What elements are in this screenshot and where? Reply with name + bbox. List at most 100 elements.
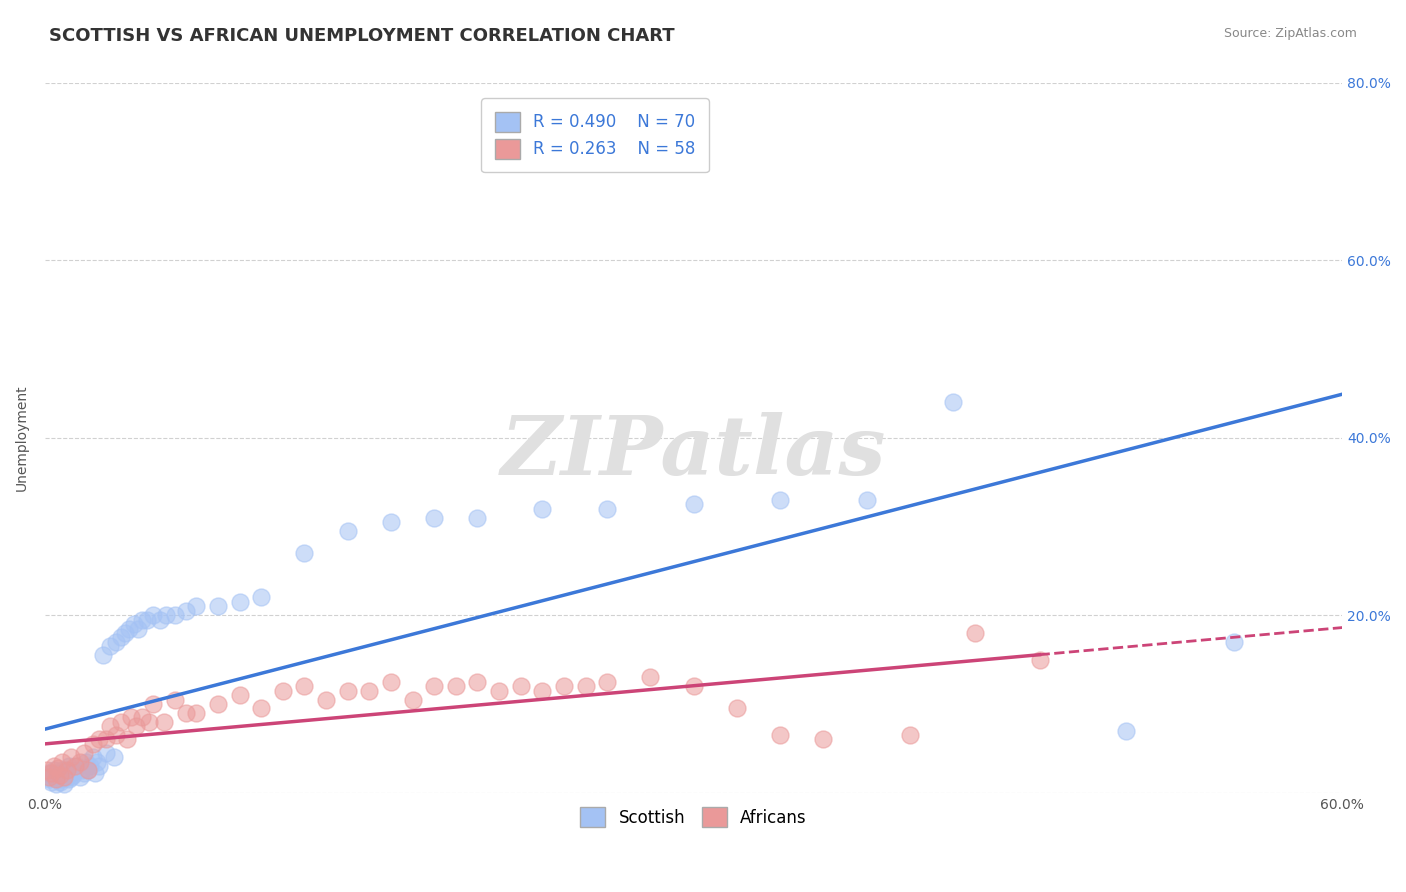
- Point: [82, 750, 104, 764]
- Point: [488, 683, 510, 698]
- Point: [77, 764, 100, 778]
- Point: [813, 732, 835, 747]
- Point: [62, 768, 84, 782]
- Point: [70, 764, 93, 778]
- Point: [174, 604, 197, 618]
- Point: [898, 728, 921, 742]
- Point: [444, 679, 467, 693]
- Point: [58, 772, 80, 787]
- Point: [38, 770, 60, 784]
- Point: [115, 732, 138, 747]
- Point: [45, 772, 67, 787]
- Point: [41, 768, 63, 782]
- Point: [725, 701, 748, 715]
- Point: [65, 764, 87, 778]
- Point: [94, 732, 117, 747]
- Point: [105, 635, 128, 649]
- Point: [531, 501, 554, 516]
- Point: [682, 497, 704, 511]
- Text: SCOTTISH VS AFRICAN UNEMPLOYMENT CORRELATION CHART: SCOTTISH VS AFRICAN UNEMPLOYMENT CORRELA…: [49, 27, 675, 45]
- Point: [174, 706, 197, 720]
- Point: [640, 670, 662, 684]
- Point: [98, 719, 121, 733]
- Point: [69, 770, 91, 784]
- Point: [122, 617, 145, 632]
- Point: [207, 599, 229, 614]
- Point: [42, 759, 65, 773]
- Point: [1223, 635, 1246, 649]
- Point: [110, 631, 132, 645]
- Point: [73, 746, 96, 760]
- Point: [855, 492, 877, 507]
- Point: [38, 766, 60, 780]
- Point: [58, 759, 80, 773]
- Point: [49, 775, 72, 789]
- Point: [596, 501, 619, 516]
- Point: [37, 770, 59, 784]
- Point: [135, 613, 157, 627]
- Point: [46, 772, 69, 787]
- Point: [380, 674, 402, 689]
- Point: [37, 764, 59, 778]
- Point: [509, 679, 531, 693]
- Point: [769, 728, 792, 742]
- Point: [93, 648, 115, 662]
- Point: [250, 591, 273, 605]
- Point: [531, 683, 554, 698]
- Point: [682, 679, 704, 693]
- Point: [120, 710, 142, 724]
- Point: [41, 766, 63, 780]
- Point: [336, 683, 359, 698]
- Point: [380, 515, 402, 529]
- Text: Source: ZipAtlas.com: Source: ZipAtlas.com: [1223, 27, 1357, 40]
- Point: [75, 755, 97, 769]
- Point: [148, 613, 170, 627]
- Point: [1028, 652, 1050, 666]
- Point: [53, 777, 76, 791]
- Point: [127, 622, 149, 636]
- Point: [155, 608, 177, 623]
- Point: [51, 764, 73, 778]
- Point: [271, 683, 294, 698]
- Point: [131, 710, 153, 724]
- Legend: Scottish, Africans: Scottish, Africans: [574, 800, 814, 834]
- Point: [250, 701, 273, 715]
- Point: [45, 770, 67, 784]
- Point: [294, 679, 316, 693]
- Point: [66, 759, 89, 773]
- Point: [49, 768, 72, 782]
- Point: [87, 759, 110, 773]
- Point: [98, 640, 121, 654]
- Point: [423, 510, 446, 524]
- Point: [163, 692, 186, 706]
- Point: [73, 766, 96, 780]
- Point: [42, 764, 65, 778]
- Point: [228, 688, 250, 702]
- Point: [294, 546, 316, 560]
- Point: [553, 679, 575, 693]
- Point: [118, 622, 141, 636]
- Point: [65, 759, 87, 773]
- Point: [103, 750, 125, 764]
- Point: [769, 492, 792, 507]
- Point: [153, 714, 176, 729]
- Point: [467, 674, 489, 689]
- Point: [55, 764, 77, 778]
- Point: [41, 775, 63, 789]
- Point: [942, 395, 965, 409]
- Point: [53, 770, 76, 784]
- Point: [53, 768, 76, 782]
- Point: [46, 761, 69, 775]
- Point: [46, 766, 69, 780]
- Point: [423, 679, 446, 693]
- Point: [142, 697, 165, 711]
- Point: [110, 714, 132, 729]
- Point: [207, 697, 229, 711]
- Point: [59, 770, 82, 784]
- Point: [51, 755, 73, 769]
- Point: [59, 750, 82, 764]
- Point: [186, 706, 208, 720]
- Point: [51, 772, 73, 787]
- Point: [87, 732, 110, 747]
- Point: [59, 766, 82, 780]
